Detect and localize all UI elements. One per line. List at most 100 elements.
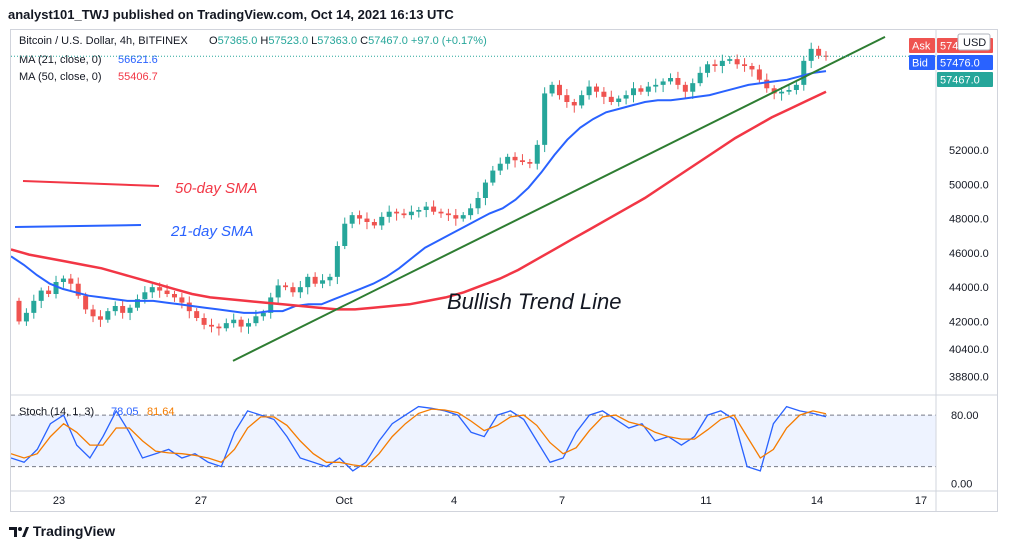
candle-body xyxy=(527,162,533,164)
ma21-label: MA (21, close, 0) xyxy=(19,54,102,66)
candle-body xyxy=(342,223,348,246)
candle-body xyxy=(31,300,37,313)
candle-body xyxy=(742,64,748,66)
ma50-label: MA (50, close, 0) xyxy=(19,71,102,83)
price-tick-label: 46000.0 xyxy=(949,248,989,260)
chart-frame[interactable]: Bitcoin / U.S. Dollar, 4h, BITFINEX O573… xyxy=(10,29,998,512)
candle-body xyxy=(623,95,629,99)
time-tick-label: 7 xyxy=(559,495,565,507)
candle-body xyxy=(779,91,785,94)
candle-body xyxy=(60,278,66,282)
candle-body xyxy=(749,66,755,70)
candle-body xyxy=(719,60,725,66)
candles xyxy=(16,42,829,336)
candle-body xyxy=(816,48,822,56)
currency-badge-bg xyxy=(957,33,991,51)
axes: 56000.052000.050000.048000.046000.044000… xyxy=(11,30,997,511)
time-tick-label: 14 xyxy=(811,495,823,507)
candle-body xyxy=(312,276,318,284)
stochastic-pane: Stoch (14, 1, 3) 78.05 81.64 80.00 0.00 xyxy=(10,405,979,491)
time-tick-label: 27 xyxy=(195,495,207,507)
candle-body xyxy=(23,312,29,322)
candle-body xyxy=(542,93,548,145)
candle-body xyxy=(83,295,89,310)
candle-body xyxy=(105,311,111,320)
candle-body xyxy=(246,323,252,327)
ma21-line xyxy=(10,70,827,314)
candle-body xyxy=(460,215,466,219)
candle-body xyxy=(75,283,81,296)
price-chart[interactable]: Bitcoin / U.S. Dollar, 4h, BITFINEX O573… xyxy=(10,30,997,511)
candle-body xyxy=(208,324,214,327)
ohlc-values: O57365.0 H57523.0 L57363.0 C57467.0 +97.… xyxy=(209,35,487,47)
candle-body xyxy=(275,285,281,298)
candle-body xyxy=(53,282,59,294)
candle-body xyxy=(320,280,326,284)
candle-body xyxy=(497,163,503,171)
candle-body xyxy=(394,211,400,214)
stoch-k-value: 78.05 xyxy=(111,406,139,418)
symbol-title: Bitcoin / U.S. Dollar, 4h, BITFINEX xyxy=(19,35,188,47)
candle-body xyxy=(505,156,511,164)
stoch-d-value: 81.64 xyxy=(147,406,175,418)
candle-body xyxy=(97,316,103,320)
price-tick-label: 48000.0 xyxy=(949,214,989,226)
candle-body xyxy=(808,48,814,61)
candle-body xyxy=(349,215,355,224)
candle-body xyxy=(823,55,829,57)
candle-body xyxy=(727,59,733,61)
candle-body xyxy=(801,60,807,85)
legend: Bitcoin / U.S. Dollar, 4h, BITFINEX O573… xyxy=(19,35,487,83)
candle-body xyxy=(556,84,562,96)
bullish-trend-line xyxy=(232,35,886,362)
candle-body xyxy=(608,96,614,102)
candle-body xyxy=(534,144,540,164)
stoch-d-line xyxy=(10,408,827,468)
candle-body xyxy=(638,88,644,92)
time-tick-label: 23 xyxy=(53,495,65,507)
candle-body xyxy=(712,64,718,66)
candle-body xyxy=(675,78,681,85)
footer-brand[interactable]: TradingView xyxy=(9,523,115,539)
candle-body xyxy=(705,64,711,73)
candle-body xyxy=(379,216,385,226)
candle-body xyxy=(253,316,259,324)
candle-body xyxy=(445,213,451,216)
candle-body xyxy=(238,319,244,327)
sma21-annotation-line xyxy=(14,224,142,228)
candle-body xyxy=(734,59,740,65)
candle-body xyxy=(697,72,703,84)
candle-body xyxy=(171,294,177,298)
candle-body xyxy=(357,215,363,219)
candle-body xyxy=(260,312,266,317)
candle-body xyxy=(364,218,370,222)
time-tick-label: 4 xyxy=(451,495,457,507)
bid-value: 57476.0 xyxy=(940,58,980,70)
candle-body xyxy=(216,326,222,329)
candle-body xyxy=(186,302,192,312)
candle-body xyxy=(564,95,570,102)
ask-label-bg xyxy=(909,38,935,53)
candle-body xyxy=(756,69,762,80)
stoch-label: Stoch (14, 1, 3) xyxy=(19,406,94,418)
stoch-tick-80: 80.00 xyxy=(951,410,979,422)
candle-body xyxy=(194,311,200,318)
candle-body xyxy=(371,222,377,226)
candle-body xyxy=(690,83,696,92)
candle-body xyxy=(164,290,170,294)
price-tick-label: 38800.0 xyxy=(949,371,989,383)
candle-body xyxy=(46,290,52,294)
ma50-value: 55406.7 xyxy=(118,71,158,83)
candle-body xyxy=(475,198,481,209)
candle-body xyxy=(438,211,444,214)
candle-body xyxy=(482,182,488,198)
ask-label: Ask xyxy=(912,41,931,53)
bid-label: Bid xyxy=(912,58,928,70)
candle-body xyxy=(231,319,237,324)
candle-body xyxy=(682,84,688,92)
price-tick-label: 44000.0 xyxy=(949,282,989,294)
stoch-band xyxy=(11,415,936,467)
candle-body xyxy=(408,211,414,216)
candle-body xyxy=(142,292,148,300)
